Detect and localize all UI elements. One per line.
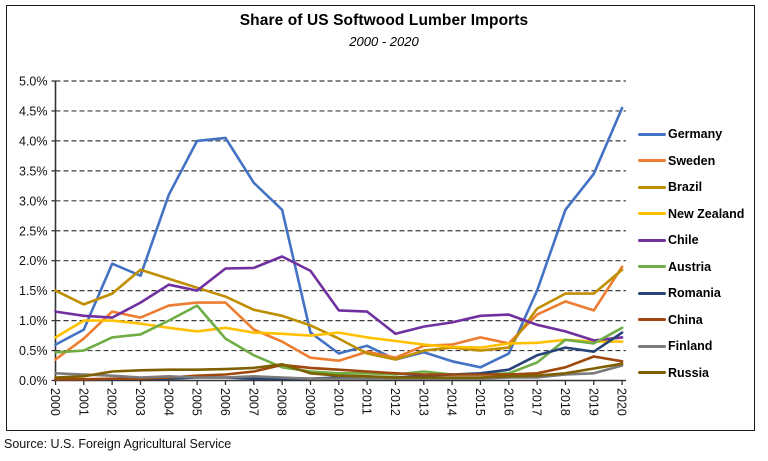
x-axis-label: 2002: [105, 388, 119, 416]
legend-label: Austria: [668, 259, 712, 274]
x-axis-label: 2006: [218, 388, 232, 416]
chart-legend: Germany Sweden Brazil New Zealand Chile Austr…: [638, 121, 758, 386]
legend-swatch-china: [638, 318, 666, 322]
legend-item-china: China: [638, 307, 758, 334]
legend-swatch-romania: [638, 291, 666, 295]
x-axis-label: 2001: [76, 388, 90, 416]
x-axis-label: 2008: [275, 388, 289, 416]
y-axis-label: 1.0%: [19, 314, 48, 328]
legend-label: Sweden: [668, 153, 716, 168]
y-axis-label: 3.0%: [19, 194, 48, 208]
x-axis-label: 2018: [558, 388, 572, 416]
legend-swatch-austria: [638, 265, 666, 269]
legend-item-brazil: Brazil: [638, 174, 758, 201]
x-axis-label: 2015: [473, 388, 487, 416]
y-axis-label: 4.0%: [19, 134, 48, 148]
legend-label: Germany: [668, 127, 723, 142]
legend-swatch-russia: [638, 371, 666, 375]
y-axis-label: 5.0%: [19, 75, 48, 89]
y-axis-label: 0.0%: [19, 374, 48, 388]
x-axis-label: 2019: [586, 388, 600, 416]
x-axis-label: 2016: [501, 388, 515, 416]
x-axis-label: 2003: [133, 388, 147, 416]
legend-label: Brazil: [668, 180, 703, 195]
chart-subtitle: 2000 - 2020: [349, 34, 419, 49]
y-axis-label: 3.5%: [19, 164, 48, 178]
x-axis-label: 2017: [530, 388, 544, 416]
series-line-sweden: [54, 265, 624, 363]
y-axis-label: 1.5%: [19, 284, 48, 298]
x-axis-label: 2009: [303, 388, 317, 416]
source-text: Source: U.S. Foreign Agricultural Servic…: [4, 437, 232, 451]
x-axis-label: 2007: [246, 388, 260, 416]
chart-frame: [6, 5, 755, 431]
legend-swatch-germany: [638, 132, 666, 136]
x-axis-label: 2020: [615, 388, 629, 416]
legend-item-finland: Finland: [638, 333, 758, 360]
series-line-russia: [54, 362, 624, 379]
legend-label: New Zealand: [668, 206, 745, 221]
chart-title: Share of US Softwood Lumber Imports: [239, 12, 529, 29]
series-line-finland: [54, 364, 624, 381]
x-axis-label: 2013: [416, 388, 430, 416]
legend-swatch-brazil: [638, 185, 666, 189]
legend-label: Chile: [668, 233, 699, 248]
legend-swatch-sweden: [638, 159, 666, 163]
legend-swatch-finland: [638, 344, 666, 348]
y-axis-label: 2.5%: [19, 224, 48, 238]
legend-swatch-chile: [638, 238, 666, 242]
legend-label: Russia: [668, 365, 709, 380]
x-axis-label: 2005: [190, 388, 204, 416]
x-axis-label: 2011: [360, 388, 374, 415]
legend-item-chile: Chile: [638, 227, 758, 254]
x-axis-label: 2014: [445, 388, 459, 416]
y-axis-label: 4.5%: [19, 104, 48, 118]
legend-label: Finland: [668, 339, 713, 354]
legend-label: Romania: [668, 286, 721, 301]
y-axis-label: 2.0%: [19, 254, 48, 268]
x-axis-label: 2012: [388, 388, 402, 416]
series-line-chile: [54, 255, 624, 342]
legend-item-germany: Germany: [638, 121, 758, 148]
legend-item-russia: Russia: [638, 360, 758, 387]
series-line-germany: [54, 106, 624, 369]
series-line-austria: [54, 304, 624, 376]
legend-item-new-zealand: New Zealand: [638, 201, 758, 228]
legend-label: China: [668, 312, 703, 327]
x-axis-label: 2004: [161, 388, 175, 416]
x-axis-label: 2000: [48, 388, 62, 416]
legend-item-sweden: Sweden: [638, 148, 758, 175]
legend-item-austria: Austria: [638, 254, 758, 281]
legend-item-romania: Romania: [638, 280, 758, 307]
y-axis-label: 0.5%: [19, 344, 48, 358]
x-axis-label: 2010: [331, 388, 345, 416]
legend-swatch-new-zealand: [638, 212, 666, 216]
series-line-new-zealand: [54, 319, 624, 349]
